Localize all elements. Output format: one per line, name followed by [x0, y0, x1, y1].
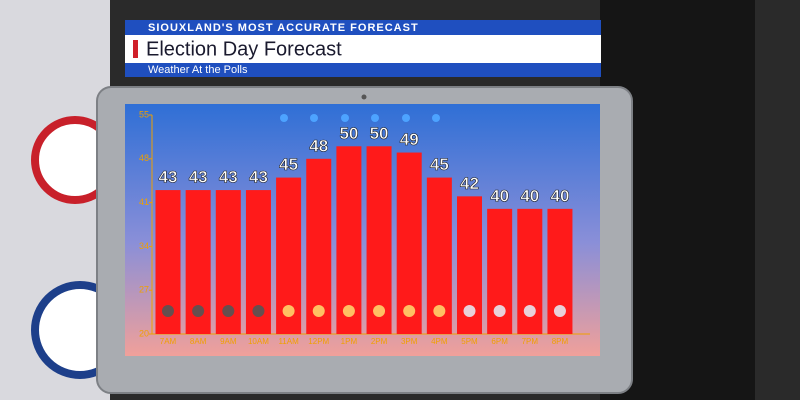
value-label: 48 [309, 136, 328, 155]
weather-icon [463, 305, 476, 317]
weather-icon [403, 305, 416, 317]
x-tick-label: 8PM [552, 337, 569, 346]
weather-icon [282, 305, 295, 317]
bar [396, 152, 422, 334]
value-label: 40 [550, 186, 569, 205]
x-tick-label: 6PM [491, 337, 508, 346]
value-label: 45 [430, 155, 449, 174]
x-tick-label: 7AM [160, 337, 177, 346]
weather-icon [162, 305, 174, 317]
x-tick-label: 11AM [278, 337, 299, 346]
x-tick-label: 3PM [401, 337, 418, 346]
tablet-camera [361, 94, 367, 100]
subtitle-bar [125, 63, 601, 77]
value-label: 40 [490, 186, 509, 205]
x-tick-label: 5PM [461, 337, 478, 346]
x-tick-label: 2PM [371, 337, 388, 346]
value-label: 42 [460, 174, 479, 193]
value-label: 50 [339, 124, 358, 143]
value-label: 50 [370, 124, 389, 143]
weather-icon [342, 305, 355, 317]
y-tick-label: 27 [139, 285, 149, 295]
title: Election Day Forecast [146, 38, 342, 60]
weather-icon [252, 305, 265, 317]
x-tick-label: 9AM [220, 337, 237, 346]
value-label: 43 [159, 168, 178, 187]
weather-icon [192, 305, 205, 317]
value-label: 43 [189, 168, 208, 187]
value-label: 43 [249, 168, 268, 187]
value-label: 40 [520, 186, 539, 205]
weather-icon [373, 305, 386, 317]
x-tick-label: 4PM [431, 337, 448, 346]
x-tick-label: 7PM [522, 337, 539, 346]
y-tick-label: 41 [139, 197, 149, 207]
title-bar [125, 35, 601, 63]
weather-icon [433, 305, 446, 317]
plot: 20 27 34 41 48 55 43 7AM 43 8AM 43 9AM 43 10AM 45 11AM 4… [139, 109, 590, 346]
weather-icon [493, 305, 506, 317]
weather-icon [222, 305, 235, 317]
title-accent [133, 40, 138, 58]
weather-icon [312, 305, 325, 317]
bar [366, 146, 392, 334]
y-tick-label: 34 [139, 241, 149, 251]
x-tick-label: 8AM [190, 337, 207, 346]
bar [336, 146, 362, 334]
y-tick-label: 48 [139, 153, 149, 163]
bar [306, 158, 332, 334]
x-tick-label: 10AM [248, 337, 269, 346]
weather-icon [553, 305, 566, 317]
value-label: 49 [400, 130, 419, 149]
value-label: 45 [279, 155, 298, 174]
kicker-bar [125, 20, 601, 35]
y-tick-label: 20 [139, 328, 149, 338]
x-tick-label: 1PM [341, 337, 358, 346]
weather-icon [523, 305, 536, 317]
kicker: SIOUXLAND'S MOST ACCURATE FORECAST [148, 22, 419, 34]
y-tick-label: 55 [139, 109, 149, 119]
value-label: 43 [219, 168, 238, 187]
stars [280, 114, 440, 122]
subtitle: Weather At the Polls [148, 64, 248, 76]
x-tick-label: 12PM [308, 337, 329, 346]
